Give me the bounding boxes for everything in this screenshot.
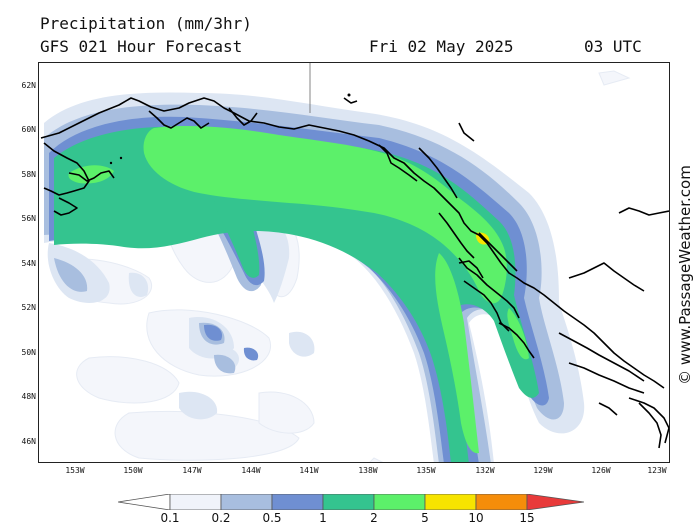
lon-label: 150W (123, 466, 143, 475)
legend-swatch-15 (526, 494, 584, 510)
lat-label: 54N (21, 259, 36, 268)
lat-label: 50N (21, 348, 36, 357)
precipitation-map (38, 62, 670, 463)
lon-label: 135W (416, 466, 436, 475)
precip-layer-5 (68, 125, 529, 454)
lat-label: 60N (21, 125, 36, 134)
legend-tick: 5 (421, 511, 429, 525)
legend-tick: 0.1 (160, 511, 180, 525)
lon-label: 141W (299, 466, 319, 475)
legend-tick: 0.2 (211, 511, 231, 525)
lat-label: 52N (21, 303, 36, 312)
legend-swatch-below-0-1 (118, 494, 171, 510)
lon-label: 138W (358, 466, 378, 475)
lat-label: 62N (21, 81, 36, 90)
credit-watermark: © www.PassageWeather.com (672, 150, 698, 400)
legend-swatch-1 (322, 494, 375, 510)
lat-label: 46N (21, 437, 36, 446)
legend-colorbar (118, 494, 584, 510)
lon-label: 147W (182, 466, 202, 475)
lon-label: 126W (591, 466, 611, 475)
legend-tick: 0.5 (262, 511, 282, 525)
legend-swatch-0-5 (271, 494, 324, 510)
lon-label: 144W (241, 466, 261, 475)
credit-text: © www.PassageWeather.com (676, 165, 694, 385)
forecast-time: 03 UTC (584, 37, 642, 56)
lon-label: 129W (533, 466, 553, 475)
lon-label: 123W (647, 466, 667, 475)
forecast-date: Fri 02 May 2025 (369, 37, 514, 56)
forecast-subtitle: GFS 021 Hour Forecast (40, 37, 243, 56)
legend-tick: 1 (319, 511, 327, 525)
legend-swatch-0-2 (220, 494, 273, 510)
legend-swatch-2 (373, 494, 426, 510)
lat-label: 56N (21, 214, 36, 223)
lat-label: 48N (21, 392, 36, 401)
lon-label: 153W (65, 466, 85, 475)
legend-swatch-5 (424, 494, 477, 510)
lon-label: 132W (475, 466, 495, 475)
coastline (40, 97, 669, 449)
coast-detail-dots (109, 93, 351, 165)
legend-tick: 15 (519, 511, 535, 525)
legend-tick: 10 (468, 511, 484, 525)
lat-label: 58N (21, 170, 36, 179)
map-title: Precipitation (mm/3hr) (40, 14, 252, 33)
legend-tick: 2 (370, 511, 378, 525)
legend-swatch-0-1 (169, 494, 222, 510)
legend-swatch-10 (475, 494, 528, 510)
